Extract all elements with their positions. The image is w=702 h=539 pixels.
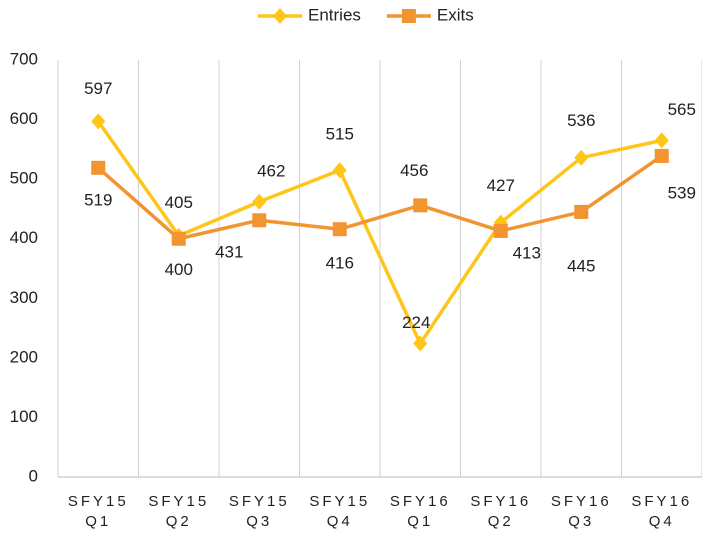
data-label: 462 <box>257 161 285 180</box>
legend-label: Entries <box>308 5 361 24</box>
data-label: 536 <box>567 111 595 130</box>
data-label: 416 <box>326 254 354 273</box>
y-tick-label: 400 <box>10 228 38 247</box>
marker <box>413 198 428 213</box>
marker <box>574 204 589 219</box>
x-tick-label: SFY16 Q4 <box>631 493 693 530</box>
legend-marker <box>273 8 287 24</box>
x-tick-label: SFY15 Q4 <box>309 493 371 530</box>
marker <box>654 148 669 163</box>
y-tick-label: 500 <box>10 169 38 188</box>
data-label: 565 <box>668 100 696 119</box>
y-tick-label: 300 <box>10 288 38 307</box>
data-label: 413 <box>513 243 541 262</box>
series-line <box>97 154 663 241</box>
marker <box>574 149 589 166</box>
data-label: 224 <box>402 313 430 332</box>
y-tick-label: 200 <box>10 347 38 366</box>
series-line <box>96 120 663 348</box>
x-tick-label: SFY16 Q3 <box>550 493 612 530</box>
data-label: 427 <box>487 176 515 195</box>
y-tick-label: 0 <box>29 466 38 485</box>
marker <box>654 132 669 149</box>
data-label: 597 <box>84 79 112 98</box>
marker <box>91 160 106 175</box>
x-tick-label: SFY15 Q1 <box>67 493 129 530</box>
marker <box>413 335 428 352</box>
data-label: 400 <box>165 260 193 279</box>
data-label: 539 <box>668 183 696 202</box>
data-label: 431 <box>215 243 243 262</box>
marker <box>91 113 106 130</box>
legend-label: Exits <box>437 5 474 24</box>
x-tick-label: SFY16 Q2 <box>470 493 532 530</box>
y-tick-label: 100 <box>10 407 38 426</box>
y-tick-label: 700 <box>10 49 38 68</box>
marker <box>493 223 508 238</box>
data-label: 515 <box>326 125 354 144</box>
marker <box>332 222 347 237</box>
data-label: 519 <box>84 190 112 209</box>
data-label: 405 <box>165 193 193 212</box>
y-tick-label: 600 <box>10 109 38 128</box>
data-label: 456 <box>400 161 428 180</box>
x-tick-label: SFY15 Q3 <box>228 493 290 530</box>
marker <box>332 162 347 179</box>
legend-marker <box>401 9 416 23</box>
marker <box>171 231 186 246</box>
x-tick-label: SFY16 Q1 <box>389 493 451 530</box>
data-label: 445 <box>567 256 595 275</box>
marker <box>252 213 267 228</box>
x-tick-label: SFY15 Q2 <box>148 493 210 530</box>
marker <box>252 193 267 210</box>
